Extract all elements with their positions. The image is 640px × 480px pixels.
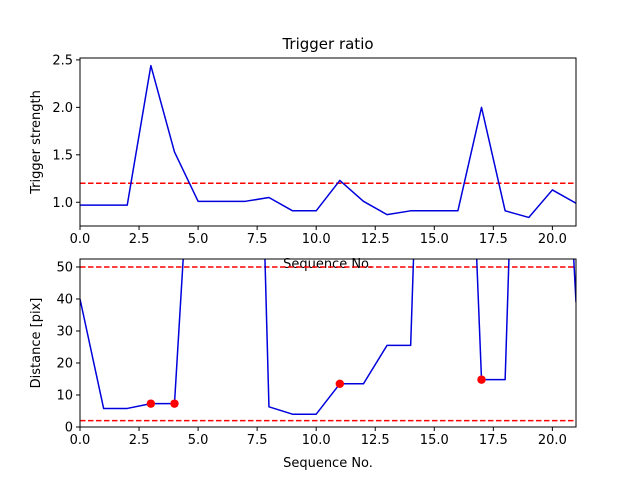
chart-title: Trigger ratio [281, 35, 373, 53]
y-tick-label: 1.5 [52, 148, 73, 163]
distance-plot: 0.0 2.5 5.0 7.5 10.0 12.5 15.0 17.5 20.0 0 10 20 30… [29, 258, 577, 471]
x-tick-label: 12.5 [361, 232, 390, 247]
x-tick-label: 20.0 [538, 232, 567, 247]
data-point-marker [477, 375, 486, 384]
data-point-marker [170, 399, 179, 408]
y-tick-label: 50 [56, 261, 73, 276]
x-axis-label: Sequence No. [283, 456, 373, 471]
y-tick-label: 2.5 [52, 53, 73, 68]
y-axis-label: Distance [pix] [29, 298, 44, 389]
x-tick-label: 2.5 [129, 232, 150, 247]
x-tick-label: 5.0 [188, 232, 209, 247]
data-lines [80, 259, 576, 415]
series-line [80, 259, 576, 415]
plot-frame [79, 258, 577, 428]
x-axis-ticks: 0.0 2.5 5.0 7.5 10.0 12.5 15.0 17.5 20.0 [70, 427, 567, 448]
y-tick-label: 2.0 [52, 101, 73, 116]
x-tick-label: 12.5 [361, 433, 390, 448]
x-tick-label: 20.0 [538, 433, 567, 448]
x-tick-label: 15.0 [420, 433, 449, 448]
trigger-ratio-plot: Trigger ratio 0.0 2.5 5.0 7.5 10.0 12.5 15.0 17… [29, 35, 577, 272]
y-tick-label: 20 [56, 357, 73, 372]
y-tick-label: 40 [56, 293, 73, 308]
x-tick-label: 10.0 [302, 433, 331, 448]
y-tick-label: 1.0 [52, 196, 73, 211]
x-tick-label: 15.0 [420, 232, 449, 247]
y-tick-label: 0 [65, 421, 73, 436]
data-point-marker [146, 399, 156, 408]
data-point-marker [335, 379, 345, 388]
y-tick-label: 30 [56, 325, 73, 340]
x-tick-label: 7.5 [247, 433, 268, 448]
x-tick-label: 17.5 [479, 433, 508, 448]
data-markers [146, 375, 486, 408]
y-axis-ticks: 1.0 1.5 2.0 2.5 [52, 53, 80, 211]
y-axis-ticks: 0 10 20 30 40 50 [56, 261, 80, 436]
data-lines [80, 64, 576, 219]
x-tick-label: 10.0 [302, 232, 331, 247]
threshold-lines [80, 266, 576, 422]
x-tick-label: 5.0 [188, 433, 209, 448]
plot-frame [79, 57, 577, 227]
x-tick-label: 0.0 [70, 433, 91, 448]
x-tick-label: 7.5 [247, 232, 268, 247]
x-axis-label: Sequence No. [283, 257, 373, 272]
x-axis-ticks: 0.0 2.5 5.0 7.5 10.0 12.5 15.0 17.5 20.0 [70, 226, 567, 247]
y-axis-label: Trigger strength [29, 90, 44, 195]
y-tick-label: 10 [56, 389, 73, 404]
x-tick-label: 0.0 [70, 232, 91, 247]
x-tick-label: 17.5 [479, 232, 508, 247]
series-line [80, 64, 576, 219]
x-tick-label: 2.5 [129, 433, 150, 448]
